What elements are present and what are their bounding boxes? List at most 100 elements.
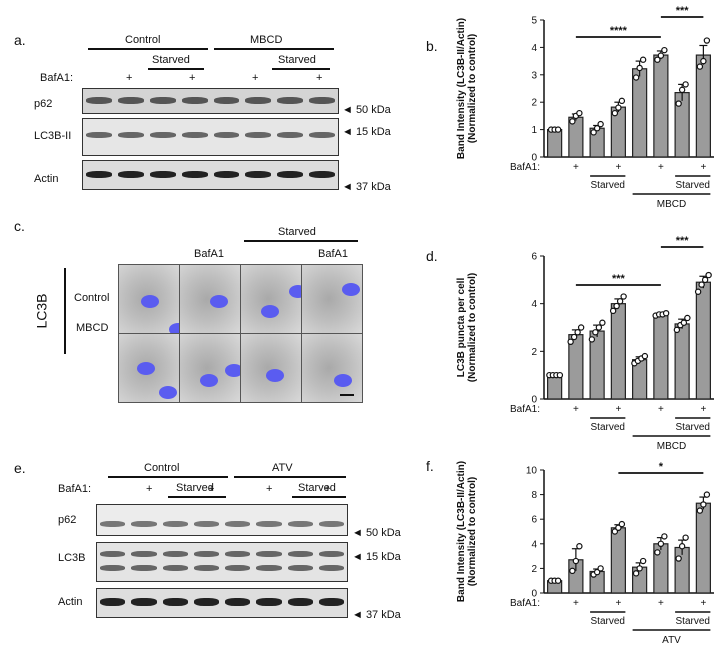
bafa1-row-label: BafA1: (510, 162, 540, 173)
blot-strip-p62 (96, 504, 348, 536)
bafa1-row-label: BafA1: (58, 483, 92, 495)
y-tick-label: 2 (531, 347, 537, 358)
plus-sign: + (658, 162, 664, 173)
data-point (700, 57, 707, 65)
blot-band (225, 598, 251, 606)
blot-band (256, 551, 282, 557)
y-axis-label: Band Intensity (LC3B-II/Actin) (456, 18, 467, 159)
blot-band (86, 132, 112, 138)
blot-band (318, 565, 344, 571)
data-point (632, 570, 640, 577)
nucleus (137, 362, 155, 375)
blot-band (100, 598, 126, 606)
y-tick-label: 6 (531, 515, 537, 526)
blot-band (245, 97, 272, 104)
panel-label-a: a. (14, 32, 26, 48)
blot-band (213, 97, 240, 104)
chart-d-lc3b-puncta: 0 2 4 6 LC3B puncta per cell (Normalized to c… (456, 235, 714, 452)
data-point (636, 565, 643, 572)
blot-band (100, 521, 126, 527)
lc3b-bracket (64, 268, 66, 354)
blot-band (131, 551, 157, 557)
nucleus (289, 285, 301, 298)
blot-row-label-lc3b: LC3B (58, 552, 86, 564)
data-point (632, 74, 640, 81)
bafa1-row-label: BafA1: (40, 72, 74, 84)
bar (547, 374, 563, 400)
blot-band (193, 598, 219, 606)
chart-b-lc3b-ii-band-intensity: 0 1 2 3 4 5 Band Intensity (LC3B-II/Actin) (Nor… (456, 5, 714, 210)
data-point (616, 298, 624, 305)
scale-bar (340, 394, 354, 396)
blot-band (100, 551, 126, 557)
data-point (684, 314, 691, 322)
blot-band (318, 598, 344, 606)
y-tick-label: 2 (531, 564, 537, 575)
group-line-control (108, 476, 228, 478)
micrograph-grid (118, 264, 363, 403)
blot-band (287, 551, 313, 557)
bar (610, 303, 626, 400)
blot-band (277, 171, 304, 178)
blot-band (225, 565, 251, 571)
blot-band (225, 551, 251, 557)
panel-label-c: c. (14, 218, 25, 234)
micrograph-field (179, 264, 241, 334)
data-point (593, 125, 601, 132)
data-point (673, 326, 681, 334)
starved-label: Starved (676, 180, 710, 191)
blot-band (181, 171, 208, 178)
blot-band (256, 598, 282, 606)
bar (653, 54, 669, 158)
data-point (588, 336, 596, 343)
group-label-mbcd: MBCD (250, 34, 283, 46)
micrograph-field (118, 264, 180, 334)
nucleus (200, 374, 218, 387)
y-tick-label: 10 (526, 466, 538, 477)
data-point (567, 338, 574, 346)
bafa1-column-label: BafA1 (194, 248, 224, 260)
starved-label: Starved (591, 422, 625, 433)
micrograph-field (118, 333, 180, 403)
starved-line (148, 68, 204, 70)
data-point (703, 37, 711, 44)
blot-band (213, 171, 240, 178)
group-label-control: Control (125, 34, 161, 46)
blot-band (181, 132, 208, 138)
blot-band (256, 565, 282, 571)
blot-strip-lc3b-ii (82, 118, 339, 156)
significance-label: *** (676, 5, 690, 17)
blot-band (277, 132, 304, 138)
significance-label: *** (676, 235, 690, 247)
blot-band (131, 565, 157, 571)
blot-band (149, 97, 176, 104)
blot-band (245, 171, 272, 178)
y-tick-label: 0 (531, 153, 537, 164)
data-point (661, 46, 668, 54)
blot-band (149, 132, 176, 138)
lc3b-side-label: LC3B (33, 293, 50, 329)
y-tick-label: 6 (531, 252, 537, 263)
data-point (662, 309, 670, 317)
blot-band (181, 97, 208, 104)
micrograph-field (301, 333, 363, 403)
starved-line (244, 240, 358, 242)
blot-band (162, 565, 188, 571)
data-point (661, 533, 668, 540)
plus-sign: + (252, 72, 259, 84)
starved-label: Starved (676, 616, 710, 627)
y-tick-label: 1 (531, 125, 537, 136)
bar (695, 502, 711, 594)
blot-row-label-p62: p62 (34, 98, 53, 110)
blot-band (245, 132, 272, 138)
data-point (576, 109, 583, 117)
blot-band (287, 521, 313, 527)
blot-band (225, 521, 251, 527)
y-tick-label: 3 (531, 70, 537, 81)
blot-band (149, 171, 176, 178)
data-point (592, 329, 599, 336)
data-point (554, 126, 562, 133)
data-point (654, 549, 661, 556)
y-tick-label: 5 (531, 16, 537, 27)
data-point (657, 52, 665, 59)
